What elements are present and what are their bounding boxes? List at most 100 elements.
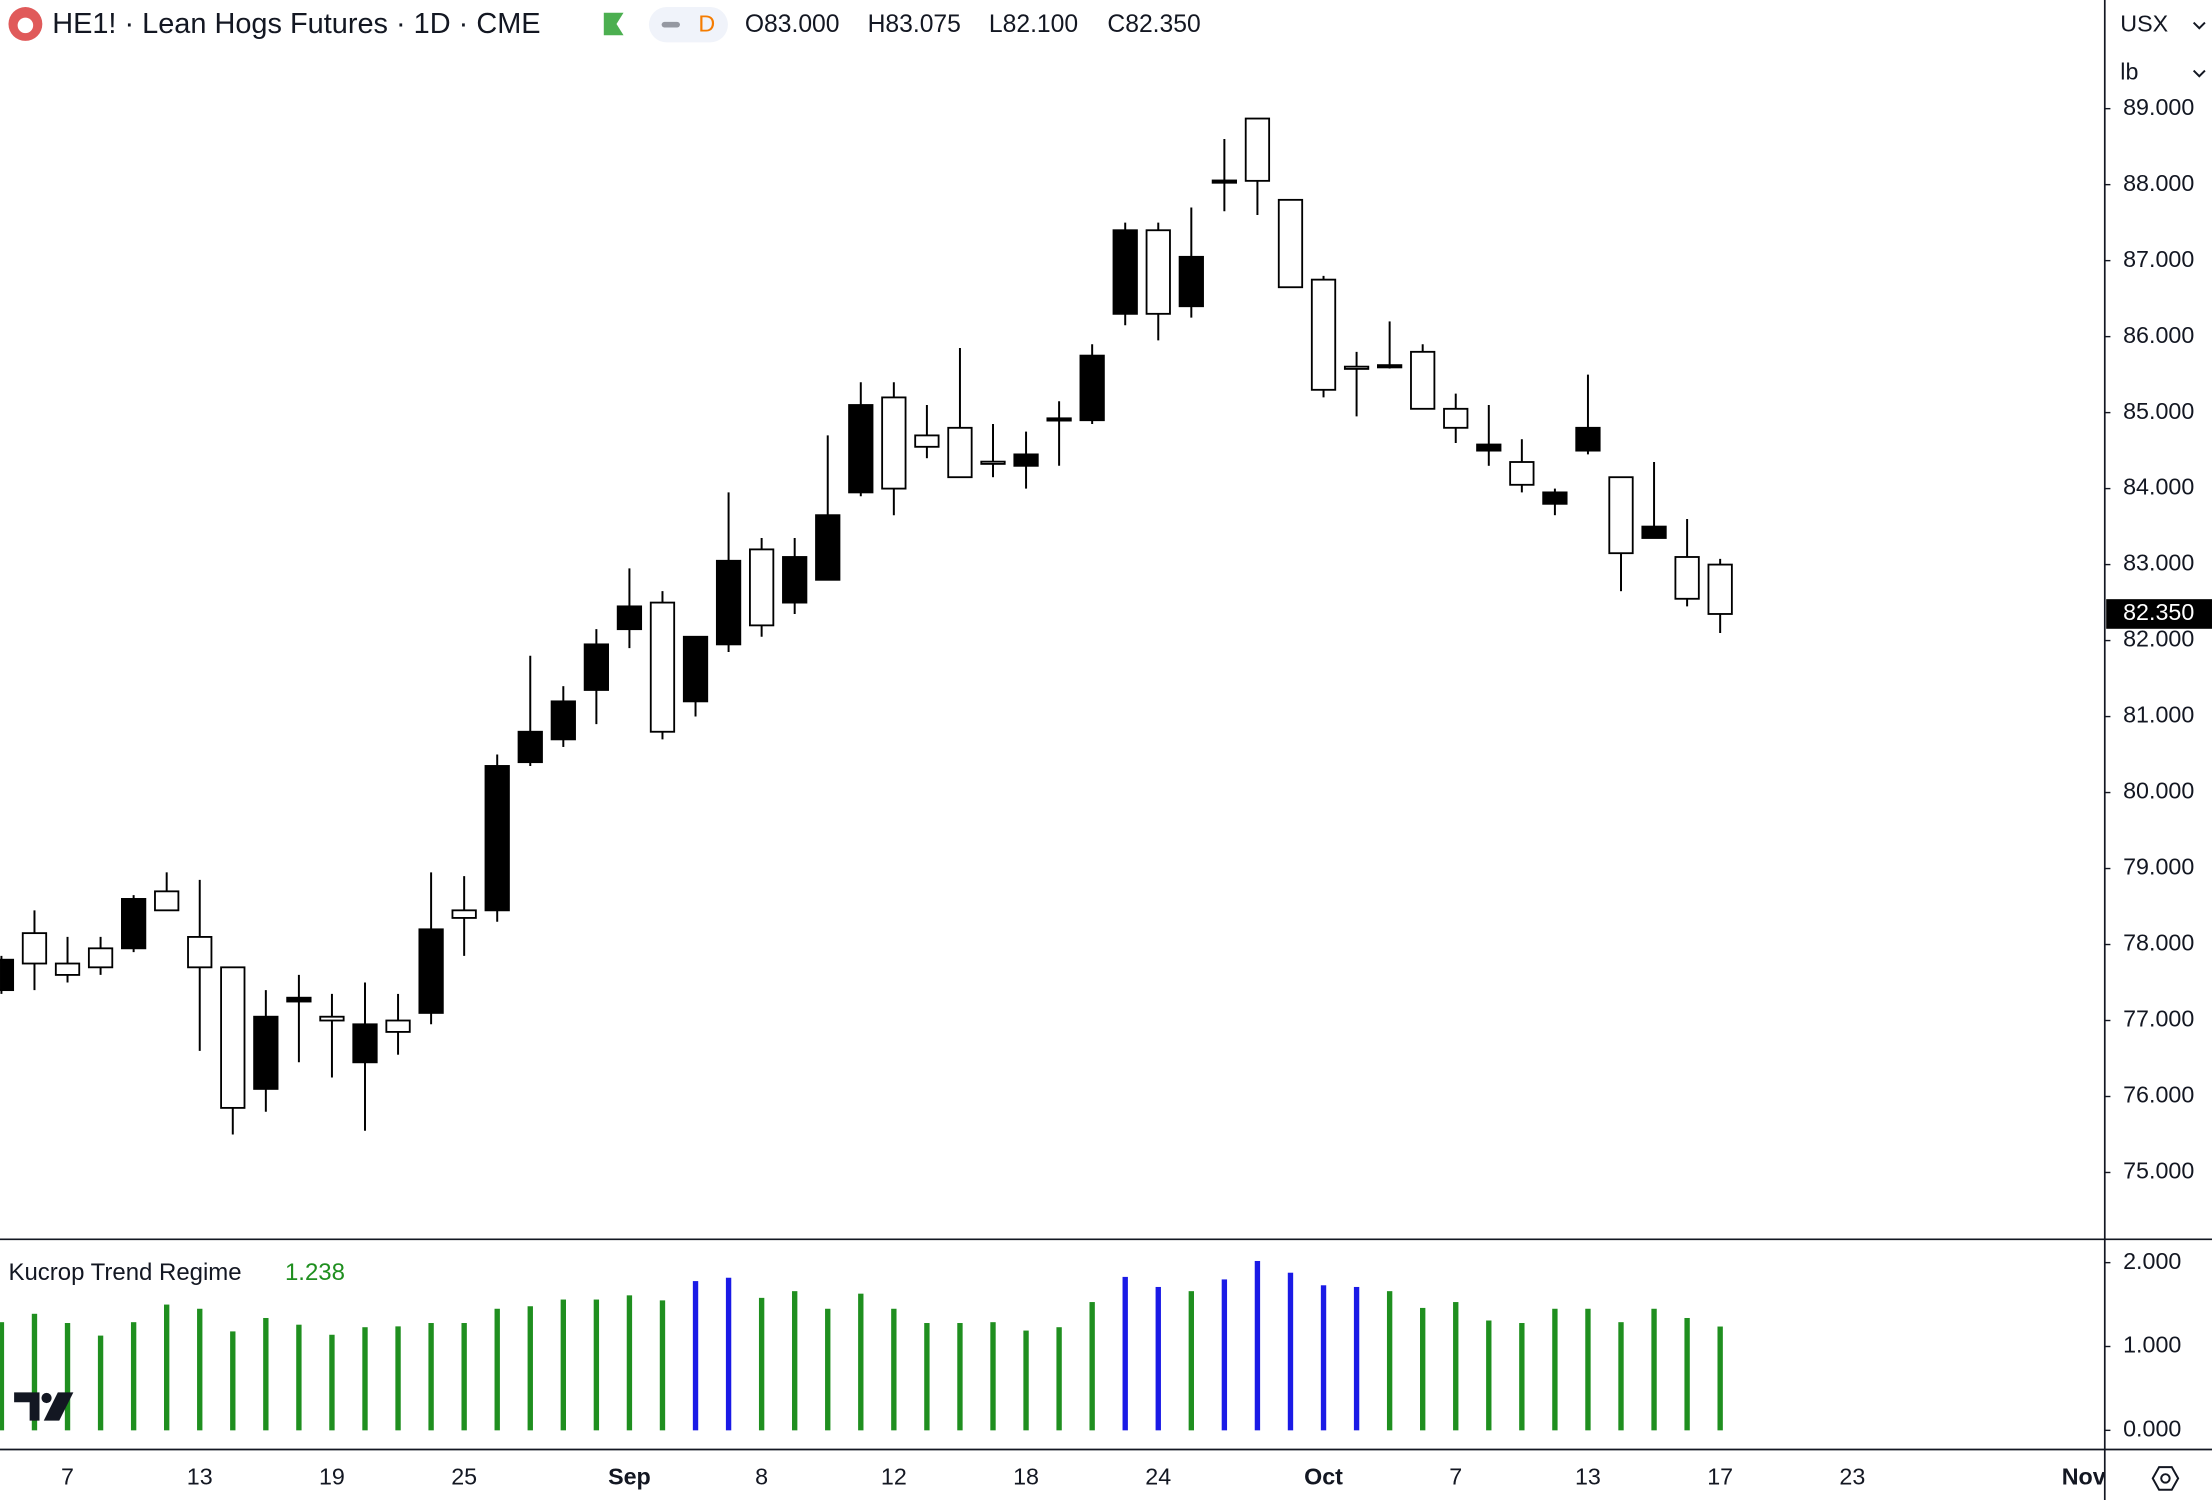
indicator-bar xyxy=(692,1281,699,1431)
logo-part xyxy=(41,1392,52,1404)
indicator-bar xyxy=(1320,1285,1327,1431)
candle-body xyxy=(1575,426,1601,452)
candle-body xyxy=(1707,563,1733,615)
candle-body xyxy=(550,700,576,741)
indicator-bar xyxy=(1254,1260,1261,1431)
indicator-bar xyxy=(758,1297,765,1431)
indicator-bar xyxy=(924,1323,930,1431)
last-price-label: 82.350 xyxy=(2123,599,2194,625)
y-tick-label: 85.000 xyxy=(2123,398,2194,424)
x-tick-label: Sep xyxy=(608,1464,651,1490)
candle-body xyxy=(682,635,709,703)
indicator-bar xyxy=(858,1293,864,1431)
x-tick-label: 19 xyxy=(319,1464,345,1490)
ohlc-close: C82.350 xyxy=(1107,11,1200,38)
indicator-bar xyxy=(230,1331,236,1431)
unit-panel xyxy=(2106,0,2212,99)
x-tick-label: 7 xyxy=(1449,1464,1462,1490)
x-tick-label: 12 xyxy=(881,1464,907,1490)
candle-body xyxy=(286,996,312,1003)
header: HE1! · Lean Hogs Futures · 1D · CME D O8… xyxy=(8,7,1201,43)
indicator-bar xyxy=(1353,1286,1360,1431)
candle-body xyxy=(848,404,874,494)
candle-body xyxy=(881,396,907,490)
logo[interactable] xyxy=(14,1392,74,1421)
y-tick-label: 87.000 xyxy=(2123,246,2194,272)
indicator-bar xyxy=(1089,1302,1095,1431)
candle-body xyxy=(220,966,246,1109)
candle-body xyxy=(1674,556,1700,600)
indicator-bar xyxy=(891,1308,897,1431)
candle-body xyxy=(121,898,147,950)
indicator-bar xyxy=(1651,1308,1657,1431)
candle-body xyxy=(649,601,676,733)
candle-body xyxy=(154,890,180,912)
currency-dropdown[interactable]: USX xyxy=(2120,11,2168,37)
unit-dropdown[interactable]: lb xyxy=(2120,58,2138,84)
candle-body xyxy=(1310,278,1337,391)
y-tick-label: 0.000 xyxy=(2123,1415,2181,1441)
indicator-bar xyxy=(1486,1320,1492,1431)
candle-body xyxy=(1244,117,1271,182)
unit-chevron xyxy=(2192,69,2206,78)
status-pill[interactable] xyxy=(648,7,728,43)
candle-body xyxy=(583,643,609,691)
x-tick-label: 7 xyxy=(61,1464,74,1490)
x-tick-label: 25 xyxy=(451,1464,477,1490)
indicator-bar xyxy=(1420,1307,1426,1431)
candle-body xyxy=(1410,350,1436,410)
indicator-bar xyxy=(1552,1308,1558,1431)
indicator-bar xyxy=(197,1308,203,1431)
indicator-pane xyxy=(0,1260,1723,1431)
candle-body xyxy=(947,426,973,479)
candle-body xyxy=(749,548,775,627)
indicator-bar xyxy=(130,1322,137,1431)
x-tick-label: 13 xyxy=(1575,1464,1601,1490)
indicator-bar xyxy=(428,1323,434,1431)
candle-body xyxy=(1145,229,1171,315)
status-badge: D xyxy=(698,11,715,37)
candle-body xyxy=(1443,407,1469,429)
currency-chevron xyxy=(2192,21,2206,30)
y-tick-label: 83.000 xyxy=(2123,550,2194,576)
indicator-bar xyxy=(1453,1302,1459,1431)
indicator-bar xyxy=(0,1322,5,1431)
x-tick-label: 17 xyxy=(1707,1464,1733,1490)
y-tick-label: 88.000 xyxy=(2123,170,2194,196)
indicator-bar xyxy=(1155,1286,1161,1431)
y-tick-label: 86.000 xyxy=(2123,322,2194,348)
candle-body xyxy=(1509,461,1535,486)
indicator-title[interactable]: Kucrop Trend Regime xyxy=(8,1259,241,1286)
indicator-bar xyxy=(329,1334,335,1431)
candle-body xyxy=(616,605,643,631)
candle-body xyxy=(1343,365,1370,370)
candle-body xyxy=(87,947,114,969)
indicator-bar xyxy=(461,1323,467,1431)
x-tick-label: 8 xyxy=(755,1464,768,1490)
indicator-bar xyxy=(1221,1279,1228,1431)
indicator-bar xyxy=(1519,1323,1525,1431)
y-tick-label: 2.000 xyxy=(2123,1248,2181,1274)
indicator-bar xyxy=(1122,1276,1128,1431)
candle-body xyxy=(1608,476,1634,555)
y-tick-label: 78.000 xyxy=(2123,930,2194,956)
indicator-bar xyxy=(1618,1322,1624,1431)
indicator-bar xyxy=(1188,1291,1194,1431)
x-tick-label: Oct xyxy=(1304,1464,1343,1490)
candle-body xyxy=(1377,364,1403,369)
indicator-bar xyxy=(395,1326,401,1431)
candle-body xyxy=(0,958,15,992)
candle-body xyxy=(1641,525,1667,539)
candle-body xyxy=(1178,255,1204,308)
indicator-bar xyxy=(1287,1272,1294,1431)
indicator-bar xyxy=(825,1308,831,1431)
candle-body xyxy=(715,559,742,646)
candle-body xyxy=(517,730,543,764)
settings-button[interactable] xyxy=(2151,1466,2180,1491)
x-tick-label: Nov xyxy=(2062,1464,2106,1490)
symbol-title[interactable]: HE1! · Lean Hogs Futures · 1D · CME xyxy=(52,8,540,40)
candle-body xyxy=(782,556,808,604)
price-pane xyxy=(0,117,1733,1135)
